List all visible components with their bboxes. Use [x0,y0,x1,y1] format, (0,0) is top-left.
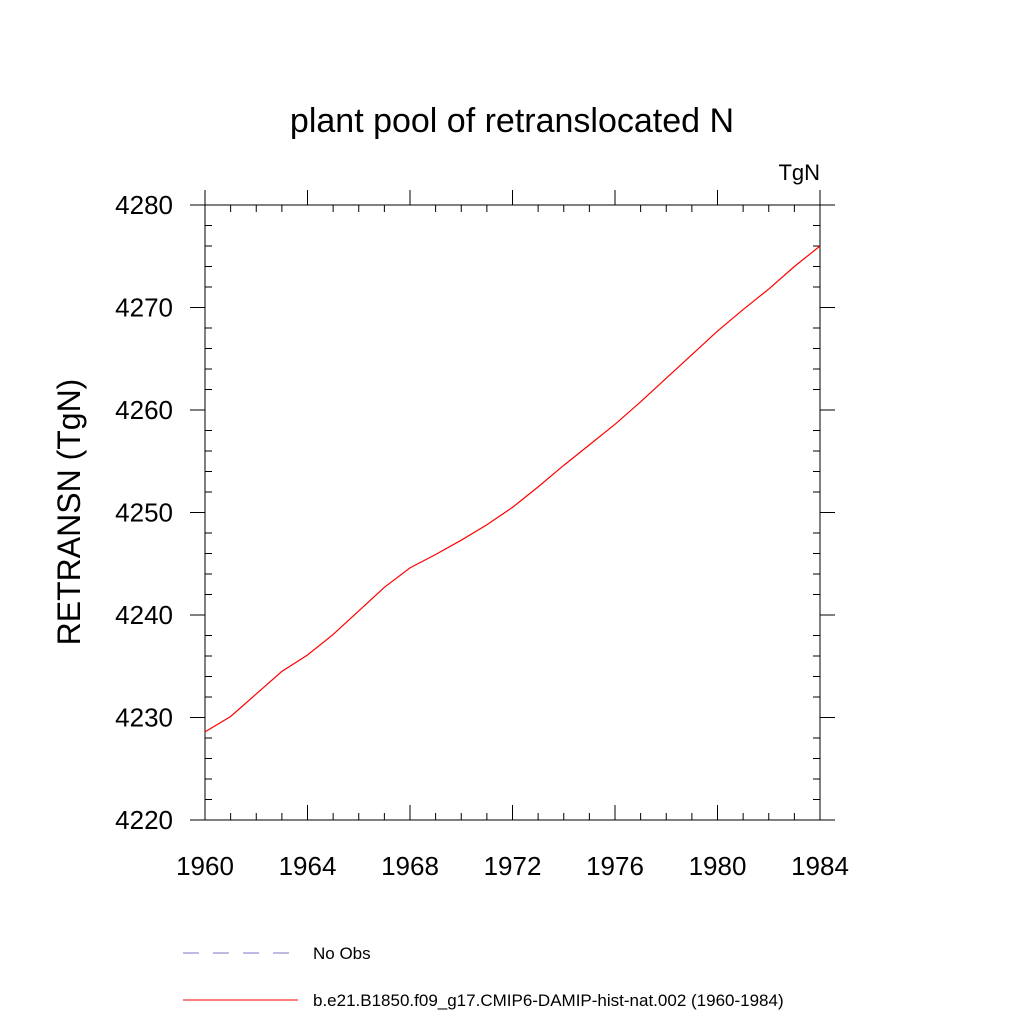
y-tick-label: 4220 [115,805,173,835]
x-tick-label: 1972 [484,851,542,881]
legend: No Obs b.e21.B1850.f09_g17.CMIP6-DAMIP-hi… [183,944,784,1010]
axis-ticks: 1960 1964 1968 1972 1976 1980 1984 4220 4230 4240… [115,190,849,881]
y-tick-label: 4260 [115,395,173,425]
legend-label: No Obs [313,944,371,963]
x-tick-label: 1968 [381,851,439,881]
plot-frame [204,204,821,821]
y-tick-label: 4250 [115,498,173,528]
x-tick-label: 1960 [176,851,234,881]
units-label: TgN [778,160,820,185]
series-layer [204,245,821,733]
y-axis-label: RETRANSN (TgN) [51,379,87,646]
x-tick-label: 1980 [689,851,747,881]
x-tick-label: 1976 [586,851,644,881]
y-tick-label: 4230 [115,703,173,733]
chart-title: plant pool of retranslocated N [290,102,734,140]
series-line [204,245,821,733]
y-tick-label: 4270 [115,293,173,323]
x-tick-label: 1984 [791,851,849,881]
legend-label: b.e21.B1850.f09_g17.CMIP6-DAMIP-hist-nat… [313,991,784,1010]
x-tick-label: 1964 [279,851,337,881]
y-tick-label: 4280 [115,190,173,220]
y-tick-label: 4240 [115,600,173,630]
